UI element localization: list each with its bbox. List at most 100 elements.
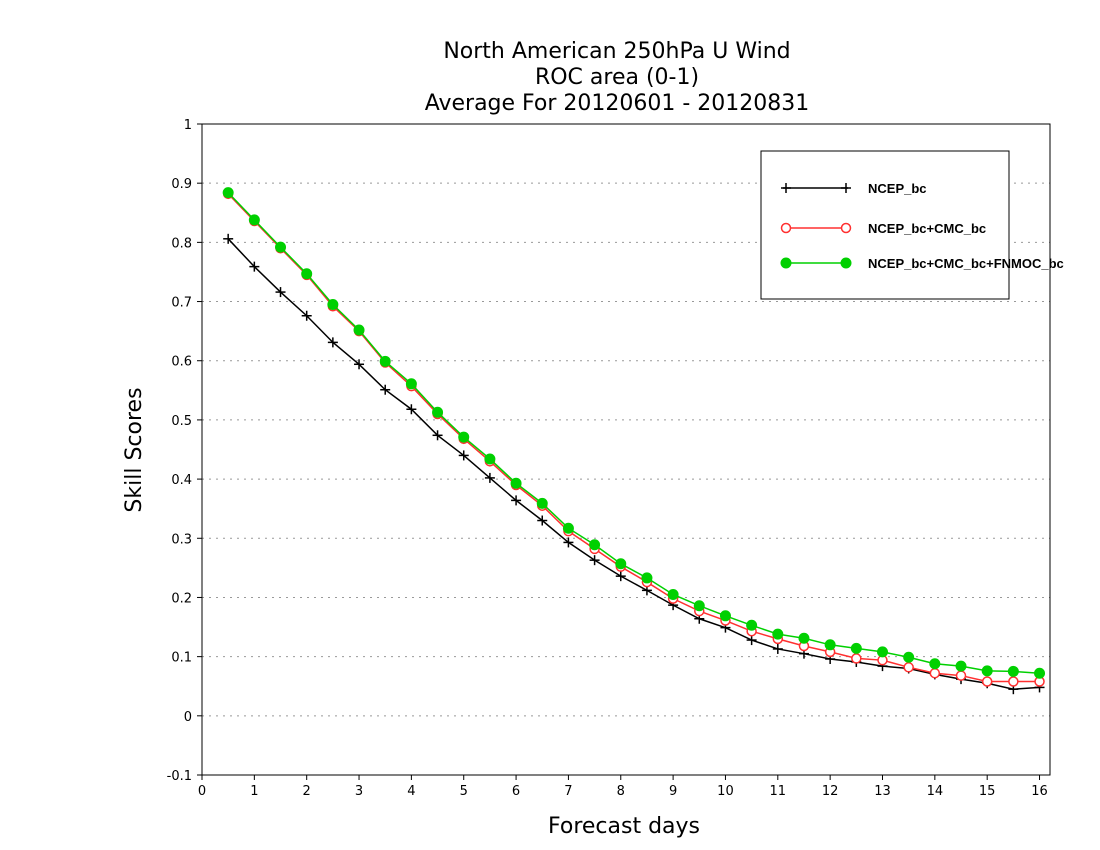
data-point bbox=[510, 477, 522, 489]
y-tick-label: 0.3 bbox=[171, 532, 192, 547]
data-point bbox=[798, 632, 810, 644]
data-point bbox=[301, 268, 313, 280]
legend-marker bbox=[840, 257, 852, 269]
legend-marker bbox=[780, 222, 792, 234]
data-point bbox=[405, 378, 417, 390]
data-point bbox=[458, 431, 470, 443]
series-layer bbox=[222, 187, 1046, 695]
data-point bbox=[248, 214, 260, 226]
y-axis-label: Skill Scores bbox=[122, 387, 147, 512]
data-point bbox=[615, 571, 626, 582]
data-point bbox=[327, 337, 338, 348]
series-3 bbox=[222, 187, 1046, 679]
chart-title-line-3: Average For 20120601 - 20120831 bbox=[425, 91, 810, 116]
data-point bbox=[354, 359, 365, 370]
data-point bbox=[955, 670, 967, 681]
data-point bbox=[929, 667, 941, 679]
chart-title-line-2: ROC area (0-1) bbox=[535, 65, 699, 90]
x-tick-label: 15 bbox=[979, 784, 996, 799]
legend-marker bbox=[781, 183, 791, 193]
data-point bbox=[589, 539, 601, 551]
legend-entry: NCEP_bc bbox=[781, 181, 927, 196]
data-point bbox=[981, 676, 993, 687]
data-point bbox=[563, 537, 574, 548]
data-point bbox=[1034, 667, 1046, 679]
data-point bbox=[222, 187, 234, 199]
x-tick-label: 11 bbox=[770, 784, 787, 799]
data-point bbox=[511, 495, 522, 506]
y-tick-label: 0.5 bbox=[171, 414, 192, 429]
x-tick-label: 10 bbox=[717, 784, 734, 799]
data-point bbox=[484, 453, 496, 465]
data-point bbox=[746, 635, 757, 646]
chart-title-line-1: North American 250hPa U Wind bbox=[443, 39, 790, 64]
data-point bbox=[353, 324, 365, 336]
data-point bbox=[406, 404, 417, 415]
y-tick-label: 0.9 bbox=[171, 177, 192, 192]
x-tick-label: 4 bbox=[407, 784, 415, 799]
y-tick-label: 0.7 bbox=[171, 296, 192, 311]
data-point bbox=[955, 660, 967, 672]
series-1 bbox=[223, 233, 1045, 695]
data-point bbox=[562, 522, 574, 534]
x-tick-label: 0 bbox=[198, 784, 206, 799]
data-point bbox=[1008, 676, 1019, 687]
data-point bbox=[537, 515, 548, 526]
data-point bbox=[667, 588, 679, 600]
y-tick-label: 0.6 bbox=[171, 355, 192, 370]
data-point bbox=[693, 600, 705, 612]
data-point bbox=[458, 450, 469, 461]
data-point bbox=[432, 406, 444, 418]
series-line bbox=[227, 238, 1040, 690]
legend-label: NCEP_bc+CMC_bc+FNMOC_bc bbox=[868, 256, 1064, 271]
data-point bbox=[1007, 665, 1019, 677]
data-point bbox=[981, 665, 993, 677]
x-tick-label: 1 bbox=[250, 784, 258, 799]
data-point bbox=[929, 658, 941, 670]
legend-label: NCEP_bc bbox=[868, 181, 927, 196]
data-point bbox=[432, 430, 443, 441]
axes: -0.100.10.20.30.40.50.60.70.80.910 1 2 3 4 5 6… bbox=[167, 118, 1051, 799]
y-tick-label: 0.4 bbox=[171, 473, 192, 488]
legend-entry: NCEP_bc+CMC_bc+FNMOC_bc bbox=[780, 256, 1064, 271]
x-tick-label: 16 bbox=[1031, 784, 1048, 799]
x-tick-label: 14 bbox=[927, 784, 944, 799]
data-point bbox=[772, 643, 783, 654]
data-point bbox=[275, 287, 286, 298]
legend-marker bbox=[841, 183, 851, 193]
legend: NCEP_bc NCEP_bc+CMC_bc NCEP_bc+CMC_bc+FNMO… bbox=[760, 150, 1064, 300]
x-tick-label: 3 bbox=[355, 784, 363, 799]
x-tick-label: 6 bbox=[512, 784, 520, 799]
x-tick-label: 13 bbox=[874, 784, 891, 799]
grid bbox=[202, 182, 1050, 717]
data-point bbox=[223, 233, 234, 244]
data-point bbox=[589, 555, 600, 566]
data-point bbox=[903, 662, 914, 673]
y-tick-label: 0.2 bbox=[171, 591, 192, 606]
data-point bbox=[249, 261, 260, 272]
legend-entry: NCEP_bc+CMC_bc bbox=[780, 221, 986, 236]
y-tick-label: 0 bbox=[184, 710, 192, 725]
data-point bbox=[903, 651, 915, 663]
data-point bbox=[275, 241, 287, 253]
data-point bbox=[850, 642, 862, 654]
x-tick-label: 9 bbox=[669, 784, 677, 799]
data-point bbox=[379, 355, 391, 367]
y-tick-label: 0.1 bbox=[171, 651, 192, 666]
data-point bbox=[772, 628, 784, 640]
y-tick-label: 0.8 bbox=[171, 236, 192, 251]
x-tick-label: 8 bbox=[617, 784, 625, 799]
x-tick-label: 5 bbox=[460, 784, 468, 799]
legend-marker bbox=[780, 257, 792, 269]
data-point bbox=[615, 558, 627, 570]
x-tick-label: 12 bbox=[822, 784, 839, 799]
chart-title: North American 250hPa U Wind ROC area (0… bbox=[425, 39, 810, 116]
data-point bbox=[536, 497, 548, 509]
data-point bbox=[380, 384, 391, 395]
x-axis-label: Forecast days bbox=[548, 814, 700, 839]
x-tick-label: 7 bbox=[564, 784, 572, 799]
data-point bbox=[876, 646, 888, 658]
data-point bbox=[824, 639, 836, 651]
plot-frame bbox=[201, 123, 1051, 776]
